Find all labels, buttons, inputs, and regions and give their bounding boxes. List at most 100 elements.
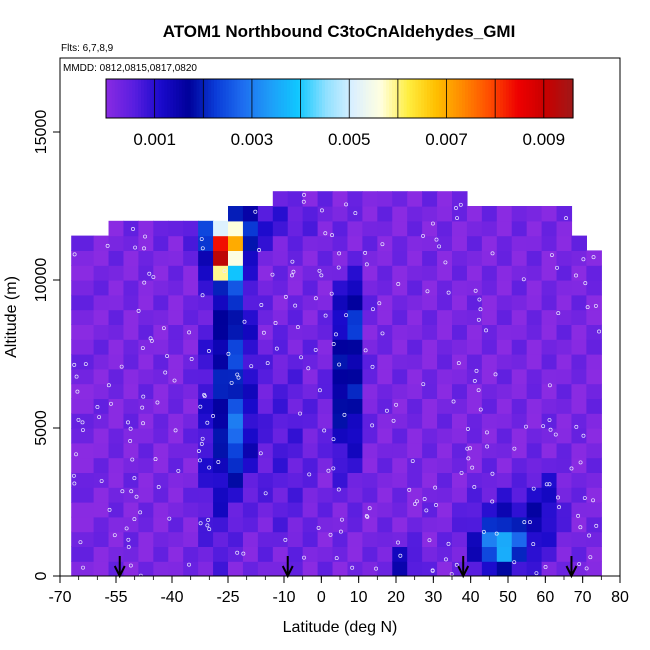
heatmap-cell bbox=[287, 294, 304, 311]
heatmap-cell bbox=[138, 546, 154, 562]
heatmap-cell bbox=[332, 531, 349, 547]
heatmap-cell bbox=[183, 413, 199, 429]
heatmap-cell bbox=[93, 250, 110, 266]
heatmap-cell bbox=[242, 546, 259, 562]
sample-point bbox=[456, 361, 461, 366]
heatmap-cell bbox=[228, 206, 244, 222]
heatmap-cell bbox=[437, 280, 453, 296]
sample-point bbox=[329, 291, 334, 296]
heatmap-cell bbox=[481, 250, 498, 266]
heatmap-cell bbox=[362, 354, 378, 370]
heatmap-cell bbox=[332, 457, 349, 473]
heatmap-cell bbox=[556, 487, 573, 503]
heatmap-cell bbox=[138, 265, 154, 281]
sample-point bbox=[257, 248, 261, 252]
heatmap-cell bbox=[228, 531, 244, 547]
colorbar-swatch bbox=[520, 79, 524, 118]
sample-point bbox=[531, 542, 536, 547]
heatmap-cell bbox=[138, 309, 154, 325]
colorbar-swatch bbox=[184, 79, 189, 118]
heatmap-cell bbox=[452, 265, 468, 281]
heatmap-cell bbox=[213, 457, 229, 473]
heatmap-cell bbox=[526, 546, 543, 562]
heatmap-cell bbox=[541, 220, 558, 237]
heatmap-cell bbox=[466, 235, 483, 251]
heatmap-cell bbox=[452, 413, 468, 429]
colorbar-swatch bbox=[161, 79, 165, 118]
colorbar-swatch bbox=[149, 79, 154, 118]
heatmap-cell bbox=[466, 294, 483, 311]
sample-point bbox=[421, 382, 426, 387]
sample-point bbox=[485, 444, 490, 449]
heatmap-cell bbox=[347, 235, 363, 251]
heatmap-cell bbox=[466, 428, 483, 444]
sample-point bbox=[316, 525, 321, 530]
colorbar-swatch bbox=[532, 79, 536, 118]
heatmap-cell bbox=[213, 250, 229, 266]
sample-point bbox=[293, 303, 298, 308]
heatmap-cell bbox=[228, 309, 244, 325]
colorbar-swatch bbox=[319, 79, 323, 118]
heatmap-cell bbox=[481, 531, 498, 547]
heatmap-cell bbox=[198, 265, 214, 281]
sample-point bbox=[556, 311, 561, 316]
heatmap-cell bbox=[556, 235, 573, 251]
colorbar-swatch bbox=[529, 79, 533, 118]
heatmap-cell bbox=[571, 546, 587, 562]
heatmap-cell bbox=[123, 235, 139, 251]
heatmap-cell bbox=[541, 561, 558, 576]
heatmap-cell bbox=[332, 250, 349, 266]
heatmap-cell bbox=[228, 442, 244, 459]
colorbar-swatch bbox=[327, 79, 332, 118]
heatmap-cell bbox=[317, 442, 334, 459]
heatmap-cell bbox=[362, 442, 378, 459]
heatmap-cell bbox=[183, 265, 199, 281]
heatmap-cell bbox=[526, 368, 543, 385]
sample-point bbox=[490, 499, 495, 504]
heatmap-cell bbox=[511, 220, 528, 237]
sample-point bbox=[128, 439, 133, 443]
sample-point bbox=[524, 424, 528, 429]
heatmap-cell bbox=[526, 502, 543, 518]
heatmap-cell bbox=[377, 206, 393, 222]
heatmap-cell bbox=[302, 354, 319, 370]
sample-point bbox=[95, 404, 100, 409]
heatmap-cell bbox=[466, 309, 483, 325]
heatmap-cell bbox=[347, 516, 363, 533]
sample-point bbox=[465, 426, 470, 431]
heatmap-cell bbox=[168, 502, 184, 518]
sample-point bbox=[136, 308, 141, 313]
heatmap-cell bbox=[93, 487, 110, 503]
sample-point bbox=[446, 541, 451, 546]
heatmap-cell bbox=[541, 502, 558, 518]
heatmap-cell bbox=[407, 413, 423, 429]
sample-point bbox=[363, 250, 368, 255]
heatmap-cell bbox=[407, 398, 423, 414]
heatmap-cell bbox=[183, 280, 199, 296]
heatmap-cell bbox=[392, 294, 408, 311]
colorbar-swatch bbox=[342, 79, 346, 118]
colorbar-swatch bbox=[482, 79, 487, 118]
heatmap-cell bbox=[362, 294, 378, 311]
sample-point bbox=[433, 485, 438, 490]
heatmap-cell bbox=[302, 294, 319, 311]
heatmap-cell bbox=[407, 324, 423, 340]
colorbar-swatch bbox=[170, 79, 174, 118]
heatmap-cell bbox=[496, 294, 513, 311]
heatmap-cell bbox=[228, 428, 244, 444]
colorbar-swatch bbox=[316, 79, 320, 118]
heatmap-cell bbox=[71, 339, 95, 355]
heatmap-cell bbox=[257, 457, 274, 473]
heatmap-cell bbox=[153, 265, 169, 281]
heatmap-cell bbox=[407, 368, 423, 385]
colorbar-swatch bbox=[181, 79, 186, 118]
heatmap-cell bbox=[541, 428, 558, 444]
heatmap-cell bbox=[526, 280, 543, 296]
heatmap-cell bbox=[422, 502, 438, 518]
heatmap-cell bbox=[481, 309, 498, 325]
heatmap-cell bbox=[213, 561, 229, 576]
sample-point bbox=[574, 424, 579, 429]
heatmap-cell bbox=[317, 531, 334, 547]
sample-point bbox=[547, 482, 552, 487]
sample-point bbox=[290, 273, 294, 278]
